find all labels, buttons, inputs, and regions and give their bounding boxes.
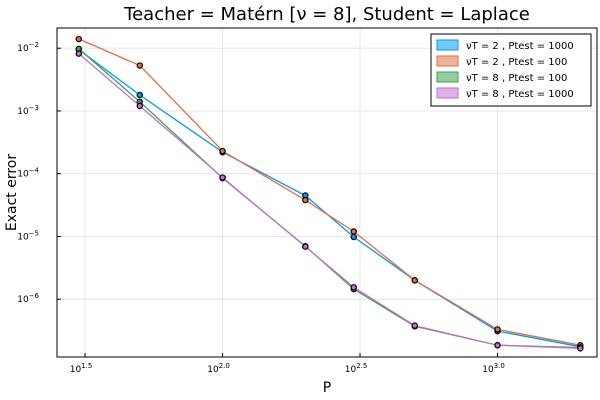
legend-swatch	[436, 55, 459, 67]
x-axis-label: P	[323, 380, 331, 396]
y-tick-label: 10−3	[17, 104, 39, 117]
data-point	[302, 243, 309, 250]
y-tick-label: 10−2	[17, 41, 39, 54]
x-tick-label: 103.0	[482, 362, 505, 375]
data-point	[136, 102, 143, 110]
series-line	[78, 53, 581, 349]
x-tick-label: 101.5	[70, 362, 93, 375]
data-point	[219, 174, 226, 181]
series-line	[78, 38, 581, 346]
data-point	[577, 345, 584, 352]
data-point	[350, 284, 357, 291]
x-tick-exponent: 1.5	[81, 362, 92, 370]
y-axis: 10−6 10−5 10−4 10−3 10−2	[17, 41, 61, 305]
data-point	[75, 50, 82, 57]
data-point	[75, 35, 82, 43]
series-2	[75, 35, 584, 349]
y-tick-exponent: −2	[29, 41, 39, 49]
y-tick-label: 10−4	[17, 167, 39, 180]
data-point	[136, 91, 143, 99]
data-point	[494, 342, 501, 349]
x-tick-label: 102.0	[207, 362, 230, 375]
x-tick-exponent: 2.0	[219, 362, 230, 370]
x-tick-exponent: 3.0	[494, 362, 505, 370]
legend: νT = 2 , Ptest = 1000 νT = 2 , Ptest = 10…	[430, 33, 592, 107]
x-tick-label: 102.5	[345, 362, 368, 375]
y-tick-exponent: −3	[29, 104, 39, 112]
chart-title: Teacher = Matérn [ν = 8], Student = Lapl…	[123, 4, 530, 25]
data-point	[136, 62, 143, 69]
y-tick-exponent: −5	[29, 229, 39, 237]
series-group	[75, 35, 584, 352]
y-tick-label: 10−5	[17, 229, 39, 242]
series-4	[75, 50, 584, 352]
legend-label: νT = 2 , Ptest = 100	[466, 57, 567, 68]
data-point	[302, 196, 309, 204]
legend-swatch	[436, 87, 459, 99]
y-tick-label: 10−6	[17, 292, 39, 305]
data-point	[350, 228, 357, 235]
plot-frame	[56, 27, 598, 358]
y-tick-exponent: −6	[29, 292, 40, 300]
legend-label: νT = 8 , Ptest = 100	[466, 73, 567, 84]
data-point	[219, 147, 226, 155]
data-point	[494, 326, 501, 333]
data-point	[411, 322, 418, 329]
legend-label: νT = 8 , Ptest = 1000	[466, 89, 574, 100]
x-tick-exponent: 2.5	[356, 362, 367, 370]
y-axis-label: Exact error	[4, 154, 20, 231]
x-axis: 101.5 102.0 102.5 103.0	[70, 353, 505, 375]
data-point	[411, 277, 418, 284]
data-point	[350, 233, 357, 241]
legend-swatch	[436, 71, 459, 83]
legend-swatch	[436, 39, 459, 51]
y-tick-exponent: −4	[29, 167, 40, 175]
legend-label: νT = 2 , Ptest = 1000	[466, 41, 574, 52]
